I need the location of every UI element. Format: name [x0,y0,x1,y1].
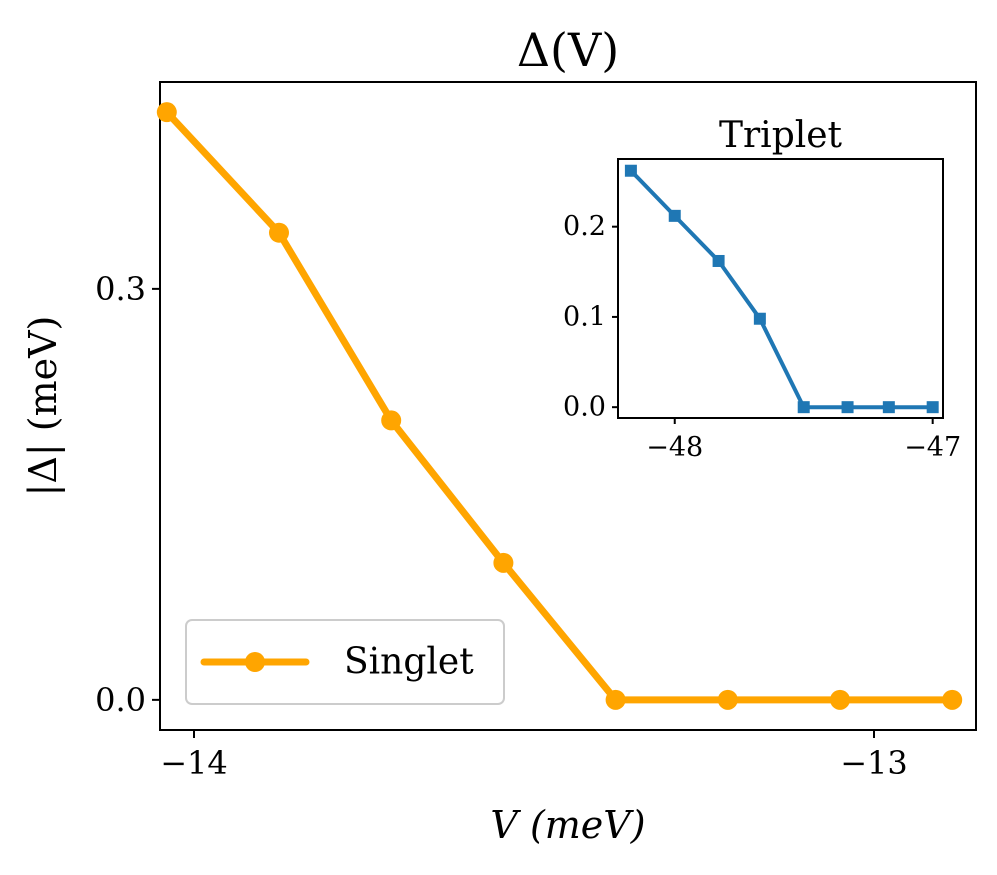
inset-axes-frame [617,158,944,419]
main-y-tick-label: 0.0 [95,681,146,719]
main-data-point [942,689,963,710]
main-plot: −14 −13 0.0 0.3 Δ(V) V (meV) |Δ| (meV) Singlet [21,23,977,847]
inset-y-tick-label: 0.1 [563,301,606,332]
inset-data-point [668,209,681,222]
inset-data-point [624,164,637,177]
main-data-point [830,689,850,710]
inset-data-point [712,254,725,267]
inset-y-tick-label: 0.2 [563,211,606,242]
inset-data-point [753,312,766,325]
inset-series-line-triplet [628,168,935,410]
main-axes-frame [159,81,977,731]
inset-x-tick-label: −48 [646,432,703,463]
inset-y-tick-label: 0.0 [563,392,606,423]
legend-marker-singlet [245,652,265,672]
main-data-point [717,689,738,710]
inset-data-point [882,401,895,414]
main-data-point [493,552,514,573]
main-y-tick-label: 0.3 [95,270,146,308]
inset-data-point [926,401,939,414]
inset-data-point [797,401,810,414]
main-data-point [156,102,177,123]
y-axis-label: |Δ| (meV) [21,316,65,497]
inset-x-tick-label: −47 [904,432,961,463]
main-series-line-singlet [163,108,956,704]
main-x-tick-label: −13 [840,744,908,782]
legend-box [185,619,505,705]
inset-data-point [841,401,854,414]
inset-title: Triplet [719,115,843,156]
main-x-tick-label: −14 [160,744,228,782]
inset-plot: −48 −47 0.0 0.1 0.2 Triplet [563,115,961,463]
main-data-point [381,410,402,431]
main-data-point [605,689,626,710]
main-data-point [269,222,289,243]
chart-title: Δ(V) [517,23,619,77]
legend-label-singlet: Singlet [344,642,474,683]
x-axis-label: V (meV) [490,803,645,847]
